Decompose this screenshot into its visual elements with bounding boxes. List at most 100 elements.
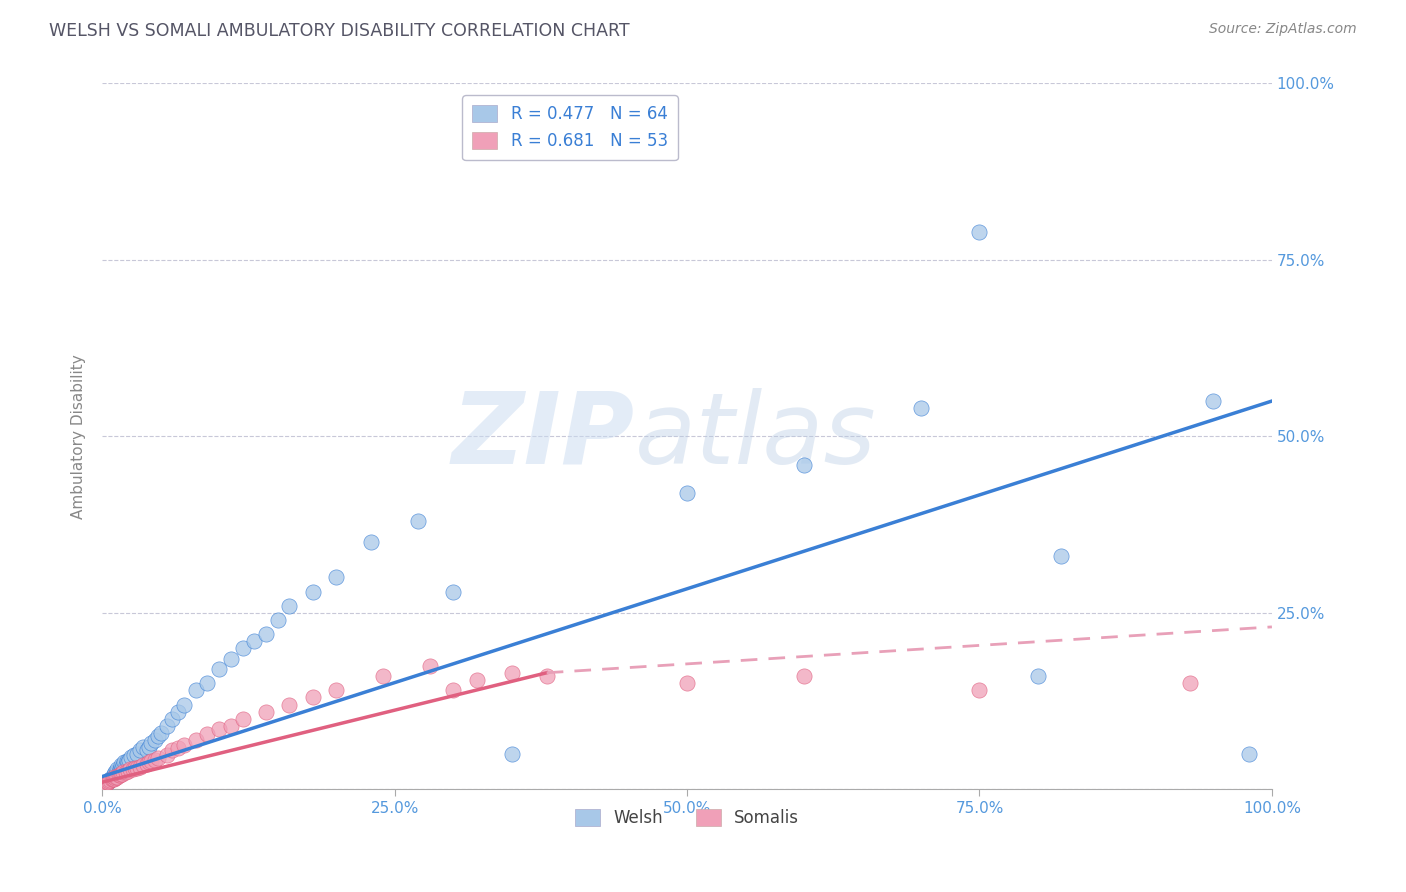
Point (141, 754, 163, 768)
Point (167, 705, 190, 719)
Point (107, 766, 129, 780)
Point (465, 673, 488, 687)
Point (441, 683, 464, 698)
Point (103, 766, 125, 780)
Point (278, 698, 301, 712)
Point (120, 750, 142, 764)
Point (103, 768, 125, 782)
Text: atlas: atlas (634, 388, 876, 485)
Point (100, 772, 122, 787)
Point (107, 764, 129, 779)
Point (232, 641, 254, 656)
Point (301, 690, 323, 705)
Point (360, 535, 382, 549)
Point (101, 770, 124, 784)
Point (104, 770, 127, 784)
Point (219, 719, 242, 733)
Point (793, 458, 815, 472)
Point (149, 725, 172, 739)
Point (97, 775, 120, 789)
Point (111, 761, 134, 775)
Text: WELSH VS SOMALI AMBULATORY DISABILITY CORRELATION CHART: WELSH VS SOMALI AMBULATORY DISABILITY CO… (49, 22, 630, 40)
Point (96, 775, 118, 789)
Point (138, 739, 160, 754)
Point (219, 651, 242, 665)
Point (122, 748, 145, 763)
Point (132, 758, 155, 772)
Point (112, 765, 135, 780)
Point (98, 773, 121, 788)
Point (114, 765, 136, 780)
Point (138, 756, 160, 770)
Point (103, 772, 125, 786)
Point (143, 732, 166, 747)
Legend: Welsh, Somalis: Welsh, Somalis (568, 802, 806, 834)
Point (676, 485, 699, 500)
Point (536, 669, 558, 683)
Point (118, 753, 141, 767)
Point (110, 761, 132, 775)
Point (94, 776, 117, 790)
Point (1178, 676, 1201, 690)
Point (254, 627, 277, 641)
Point (98, 773, 121, 788)
Point (107, 764, 129, 779)
Point (101, 772, 124, 786)
Point (121, 763, 143, 777)
Point (162, 712, 184, 726)
Point (232, 712, 254, 726)
Point (441, 584, 464, 599)
Point (141, 736, 163, 750)
Point (108, 768, 131, 782)
Point (105, 766, 128, 780)
Text: Source: ZipAtlas.com: Source: ZipAtlas.com (1209, 22, 1357, 37)
Point (301, 584, 323, 599)
Point (1050, 549, 1073, 564)
Point (108, 764, 131, 779)
Point (173, 739, 195, 753)
Point (120, 763, 142, 777)
Point (197, 727, 219, 741)
Point (793, 669, 815, 683)
Point (127, 747, 149, 761)
Point (105, 768, 128, 782)
Point (162, 743, 184, 757)
Point (104, 771, 127, 785)
Point (135, 743, 157, 757)
Point (110, 766, 132, 780)
Point (105, 770, 128, 784)
Point (1237, 747, 1260, 761)
Point (910, 401, 932, 416)
Point (325, 683, 347, 698)
Point (1026, 669, 1049, 683)
Point (173, 698, 195, 712)
Point (406, 514, 429, 528)
Point (117, 756, 139, 770)
Point (114, 756, 136, 770)
Point (969, 683, 991, 698)
Point (371, 669, 394, 683)
Point (132, 739, 155, 754)
Point (117, 764, 139, 778)
Point (1202, 394, 1225, 409)
Point (184, 732, 207, 747)
Point (97, 775, 120, 789)
Point (208, 723, 231, 737)
Point (155, 719, 177, 733)
Point (104, 764, 127, 779)
Point (100, 772, 122, 787)
Point (148, 729, 170, 743)
Point (110, 757, 132, 772)
Point (111, 766, 134, 780)
Point (103, 770, 125, 784)
Point (107, 770, 129, 784)
Point (128, 759, 150, 773)
Point (208, 662, 231, 676)
Point (107, 763, 129, 777)
Point (108, 763, 131, 777)
Point (167, 741, 190, 756)
Point (501, 747, 523, 761)
Point (112, 757, 135, 772)
Point (100, 772, 122, 787)
Text: ZIP: ZIP (451, 388, 634, 485)
